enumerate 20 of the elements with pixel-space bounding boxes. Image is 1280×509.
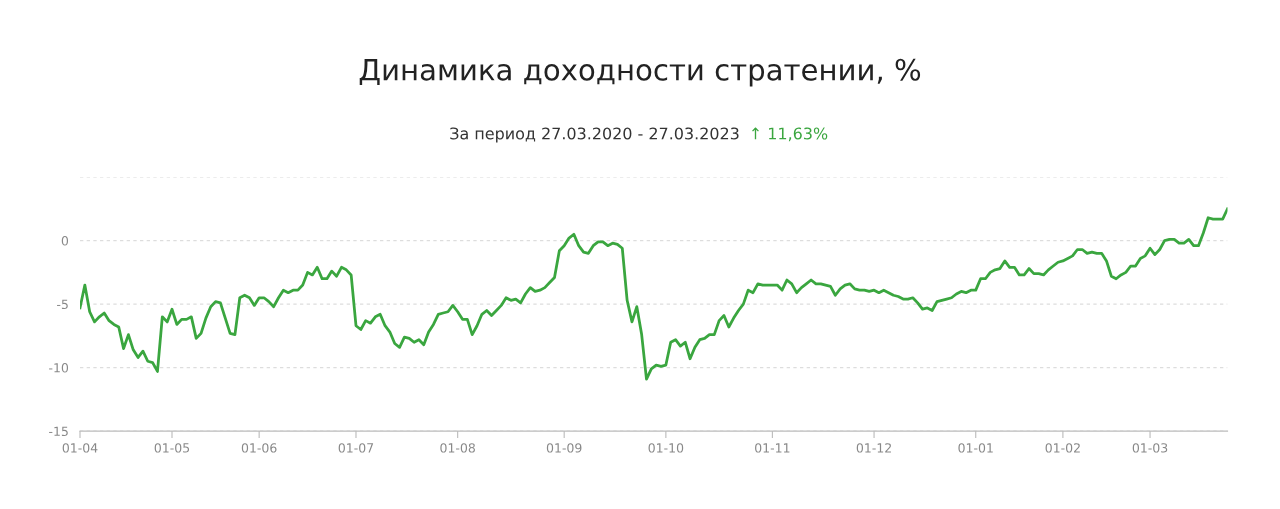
x-tick-label: 01-08 — [440, 443, 475, 453]
x-tick-label: 01-02 — [1045, 443, 1080, 453]
x-tick-label: 01-05 — [154, 443, 190, 453]
x-tick-label: 01-07 — [338, 443, 374, 453]
line-series — [80, 207, 1228, 381]
x-tick-label: 01-11 — [755, 443, 790, 453]
y-tick-label: -15 — [49, 426, 68, 437]
y-tick-label: 0 — [61, 236, 69, 246]
x-tick-label: 01-10 — [648, 443, 684, 453]
chart-title: Динамика доходности стратении, % — [359, 58, 921, 87]
x-tick-label: 01-12 — [856, 443, 891, 453]
y-tick-label: -10 — [49, 363, 69, 373]
chart-subtitle: За период 27.03.2020 - 27.03.2023 — [450, 127, 739, 143]
x-tick-label: 01-01 — [958, 443, 993, 453]
x-tick-label: 01-06 — [241, 443, 277, 453]
x-tick-label: 01-09 — [546, 443, 582, 453]
text: ↑ 11,63% — [752, 127, 828, 142]
x-tick-label: 01-04 — [62, 443, 98, 453]
y-tick-label: -5 — [57, 299, 68, 310]
x-tick-label: 01-03 — [1132, 443, 1168, 453]
